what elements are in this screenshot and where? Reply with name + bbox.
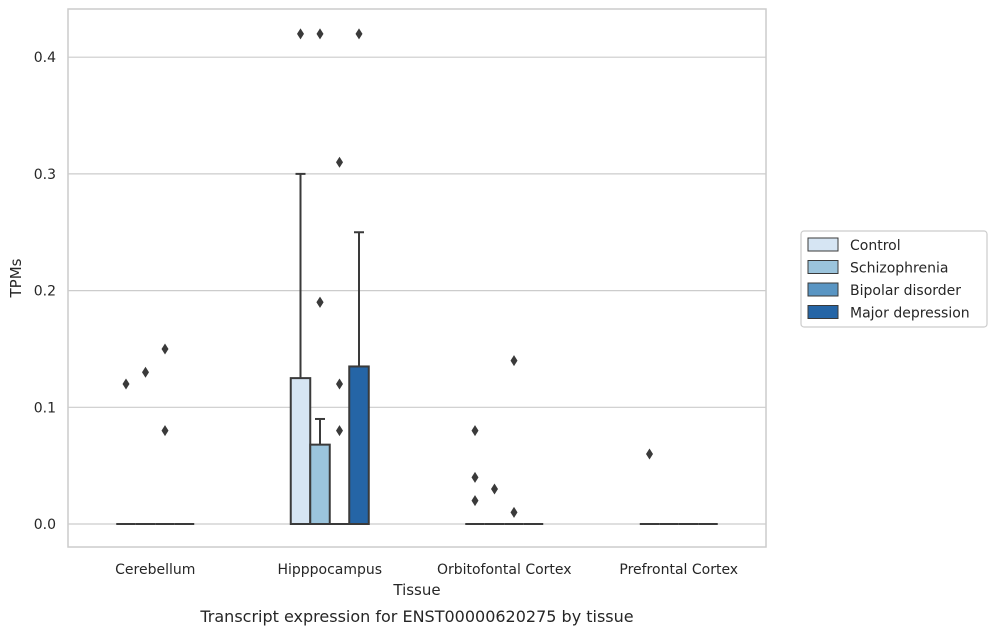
legend-label: Bipolar disorder <box>850 283 961 299</box>
legend-swatch <box>807 260 839 274</box>
y-tick-label: 0.2 <box>34 284 56 300</box>
legend-swatch <box>807 282 839 297</box>
outlier-point <box>161 343 169 355</box>
outlier-point <box>510 355 518 367</box>
legend-swatch <box>807 305 839 319</box>
box-schizophrenia <box>309 28 331 526</box>
y-tick-labels: 0.0 0.1 0.2 0.3 0.4 <box>34 50 56 533</box>
plot-frame <box>67 8 767 548</box>
chart-caption: Transcript expression for ENST0000062027… <box>199 607 633 626</box>
box-schizophrenia <box>484 483 505 525</box>
outlier-point <box>355 28 363 40</box>
outlier-point <box>297 28 304 40</box>
x-tick-label: Orbitofontal Cortex <box>437 562 572 578</box>
box-body <box>289 377 312 525</box>
box-bipolar-disorder <box>329 156 350 525</box>
x-tick-label: Prefrontal Cortex <box>619 562 738 578</box>
y-tick-label: 0.0 <box>34 517 56 533</box>
outlier-point <box>336 156 343 168</box>
legend-label: Schizophrenia <box>850 261 948 277</box>
outlier-point <box>471 425 479 437</box>
outlier-point <box>471 471 479 483</box>
y-axis-label: TPMs <box>7 258 25 298</box>
box-major-depression <box>348 28 370 525</box>
y-tick-label: 0.4 <box>34 50 56 66</box>
grid-lines <box>68 56 766 525</box>
outlier-point <box>122 378 130 390</box>
outlier-point <box>142 366 149 378</box>
boxes-layer <box>116 28 718 526</box>
x-axis-label: Tissue <box>392 581 440 599</box>
legend-label: Control <box>850 238 901 254</box>
outlier-point <box>316 28 324 40</box>
legend: Control Schizophrenia Bipolar disorder Majo… <box>800 230 988 328</box>
x-tick-labels: Cerebellum Hipppocampus Orbitofontal Corte… <box>115 562 738 578</box>
box-control <box>289 28 312 525</box>
box-control <box>465 425 485 525</box>
box-control <box>116 378 136 525</box>
outlier-point <box>336 425 343 437</box>
box-body <box>309 443 331 526</box>
box-bipolar-disorder <box>155 343 175 525</box>
box-control <box>639 448 660 525</box>
box-body <box>348 365 370 525</box>
legend-label: Major depression <box>850 306 970 322</box>
outlier-point <box>161 425 169 437</box>
x-tick-label: Hipppocampus <box>277 562 382 578</box>
legend-frame <box>800 230 988 328</box>
outlier-point <box>510 506 518 518</box>
legend-swatch <box>807 237 839 252</box>
outlier-point <box>316 296 324 308</box>
outlier-point <box>336 378 343 390</box>
y-tick-label: 0.1 <box>34 400 56 416</box>
y-tick-label: 0.3 <box>34 167 56 183</box>
box-schizophrenia <box>135 366 156 525</box>
box-bipolar-disorder <box>504 355 524 525</box>
outlier-point <box>491 483 498 495</box>
outlier-point <box>471 495 479 507</box>
outlier-point <box>646 448 653 460</box>
x-tick-label: Cerebellum <box>115 562 195 578</box>
